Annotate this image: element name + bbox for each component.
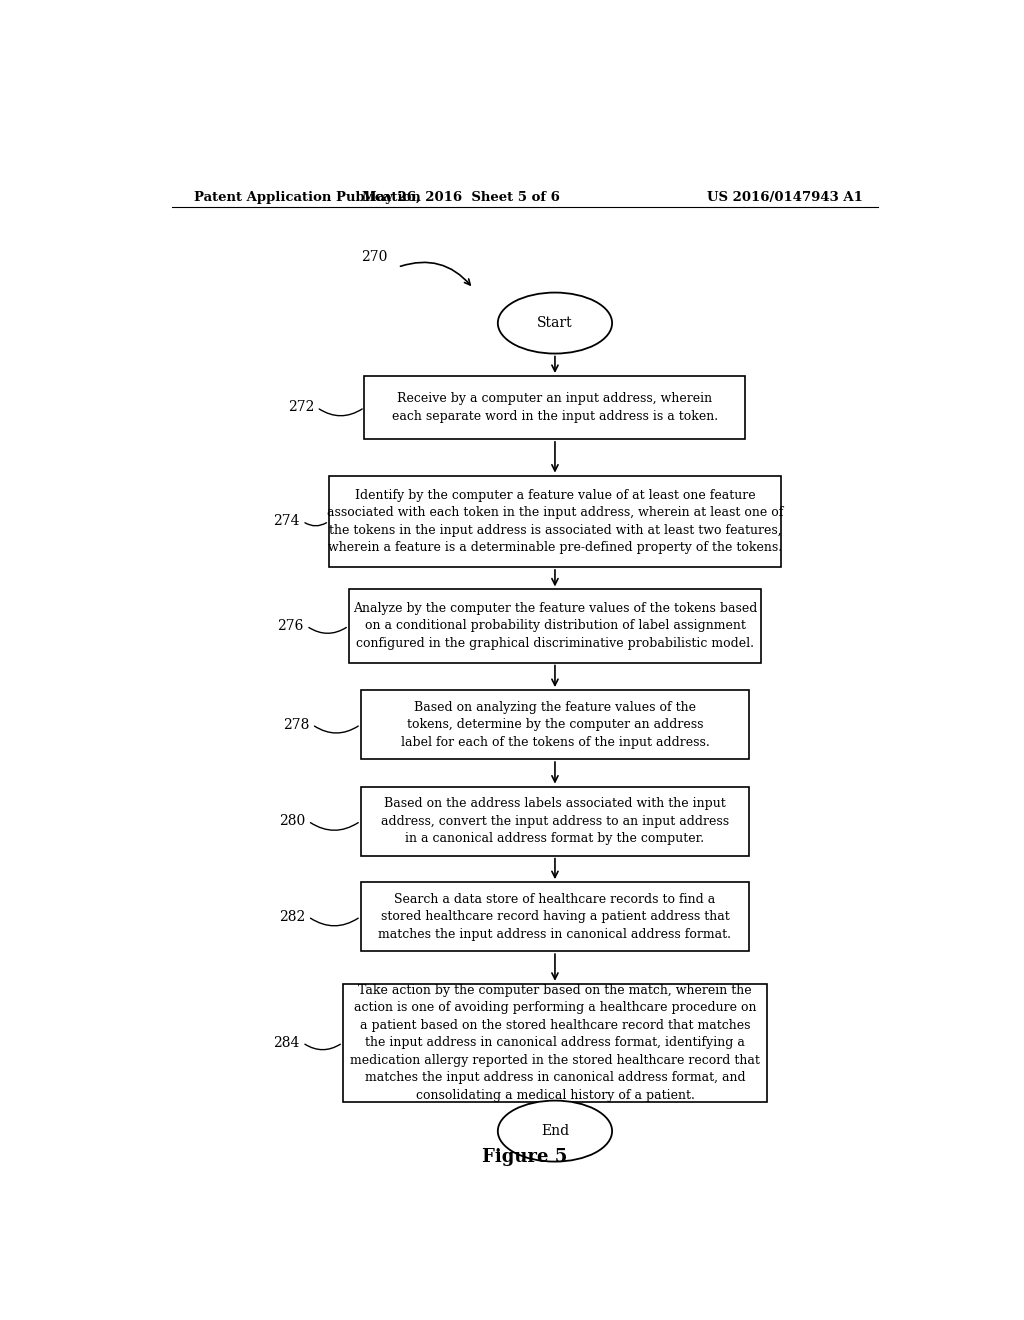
Text: Based on analyzing the feature values of the
tokens, determine by the computer a: Based on analyzing the feature values of… [400, 701, 710, 748]
Text: Start: Start [538, 315, 572, 330]
Text: Based on the address labels associated with the input
address, convert the input: Based on the address labels associated w… [381, 797, 729, 845]
FancyBboxPatch shape [343, 983, 767, 1102]
FancyBboxPatch shape [360, 690, 750, 759]
FancyBboxPatch shape [365, 376, 745, 440]
Ellipse shape [498, 1101, 612, 1162]
Text: Analyze by the computer the feature values of the tokens based
on a conditional : Analyze by the computer the feature valu… [353, 602, 757, 649]
Text: 284: 284 [273, 1036, 300, 1049]
Text: 278: 278 [283, 718, 309, 731]
Text: Take action by the computer based on the match, wherein the
action is one of avo: Take action by the computer based on the… [350, 983, 760, 1102]
FancyBboxPatch shape [329, 475, 781, 568]
Text: 274: 274 [273, 515, 300, 528]
Ellipse shape [498, 293, 612, 354]
FancyBboxPatch shape [360, 882, 750, 952]
Text: Patent Application Publication: Patent Application Publication [194, 190, 421, 203]
Text: Receive by a computer an input address, wherein
each separate word in the input : Receive by a computer an input address, … [392, 392, 718, 422]
Text: 276: 276 [278, 619, 304, 634]
Text: 280: 280 [280, 814, 305, 828]
Text: Search a data store of healthcare records to find a
stored healthcare record hav: Search a data store of healthcare record… [379, 892, 731, 941]
Text: End: End [541, 1125, 569, 1138]
Text: US 2016/0147943 A1: US 2016/0147943 A1 [708, 190, 863, 203]
FancyBboxPatch shape [360, 787, 750, 855]
Text: 282: 282 [280, 909, 305, 924]
Text: 270: 270 [360, 249, 387, 264]
FancyBboxPatch shape [348, 589, 761, 663]
Text: Identify by the computer a feature value of at least one feature
associated with: Identify by the computer a feature value… [327, 488, 783, 554]
Text: 272: 272 [288, 400, 314, 414]
Text: Figure 5: Figure 5 [482, 1147, 567, 1166]
Text: May 26, 2016  Sheet 5 of 6: May 26, 2016 Sheet 5 of 6 [362, 190, 560, 203]
